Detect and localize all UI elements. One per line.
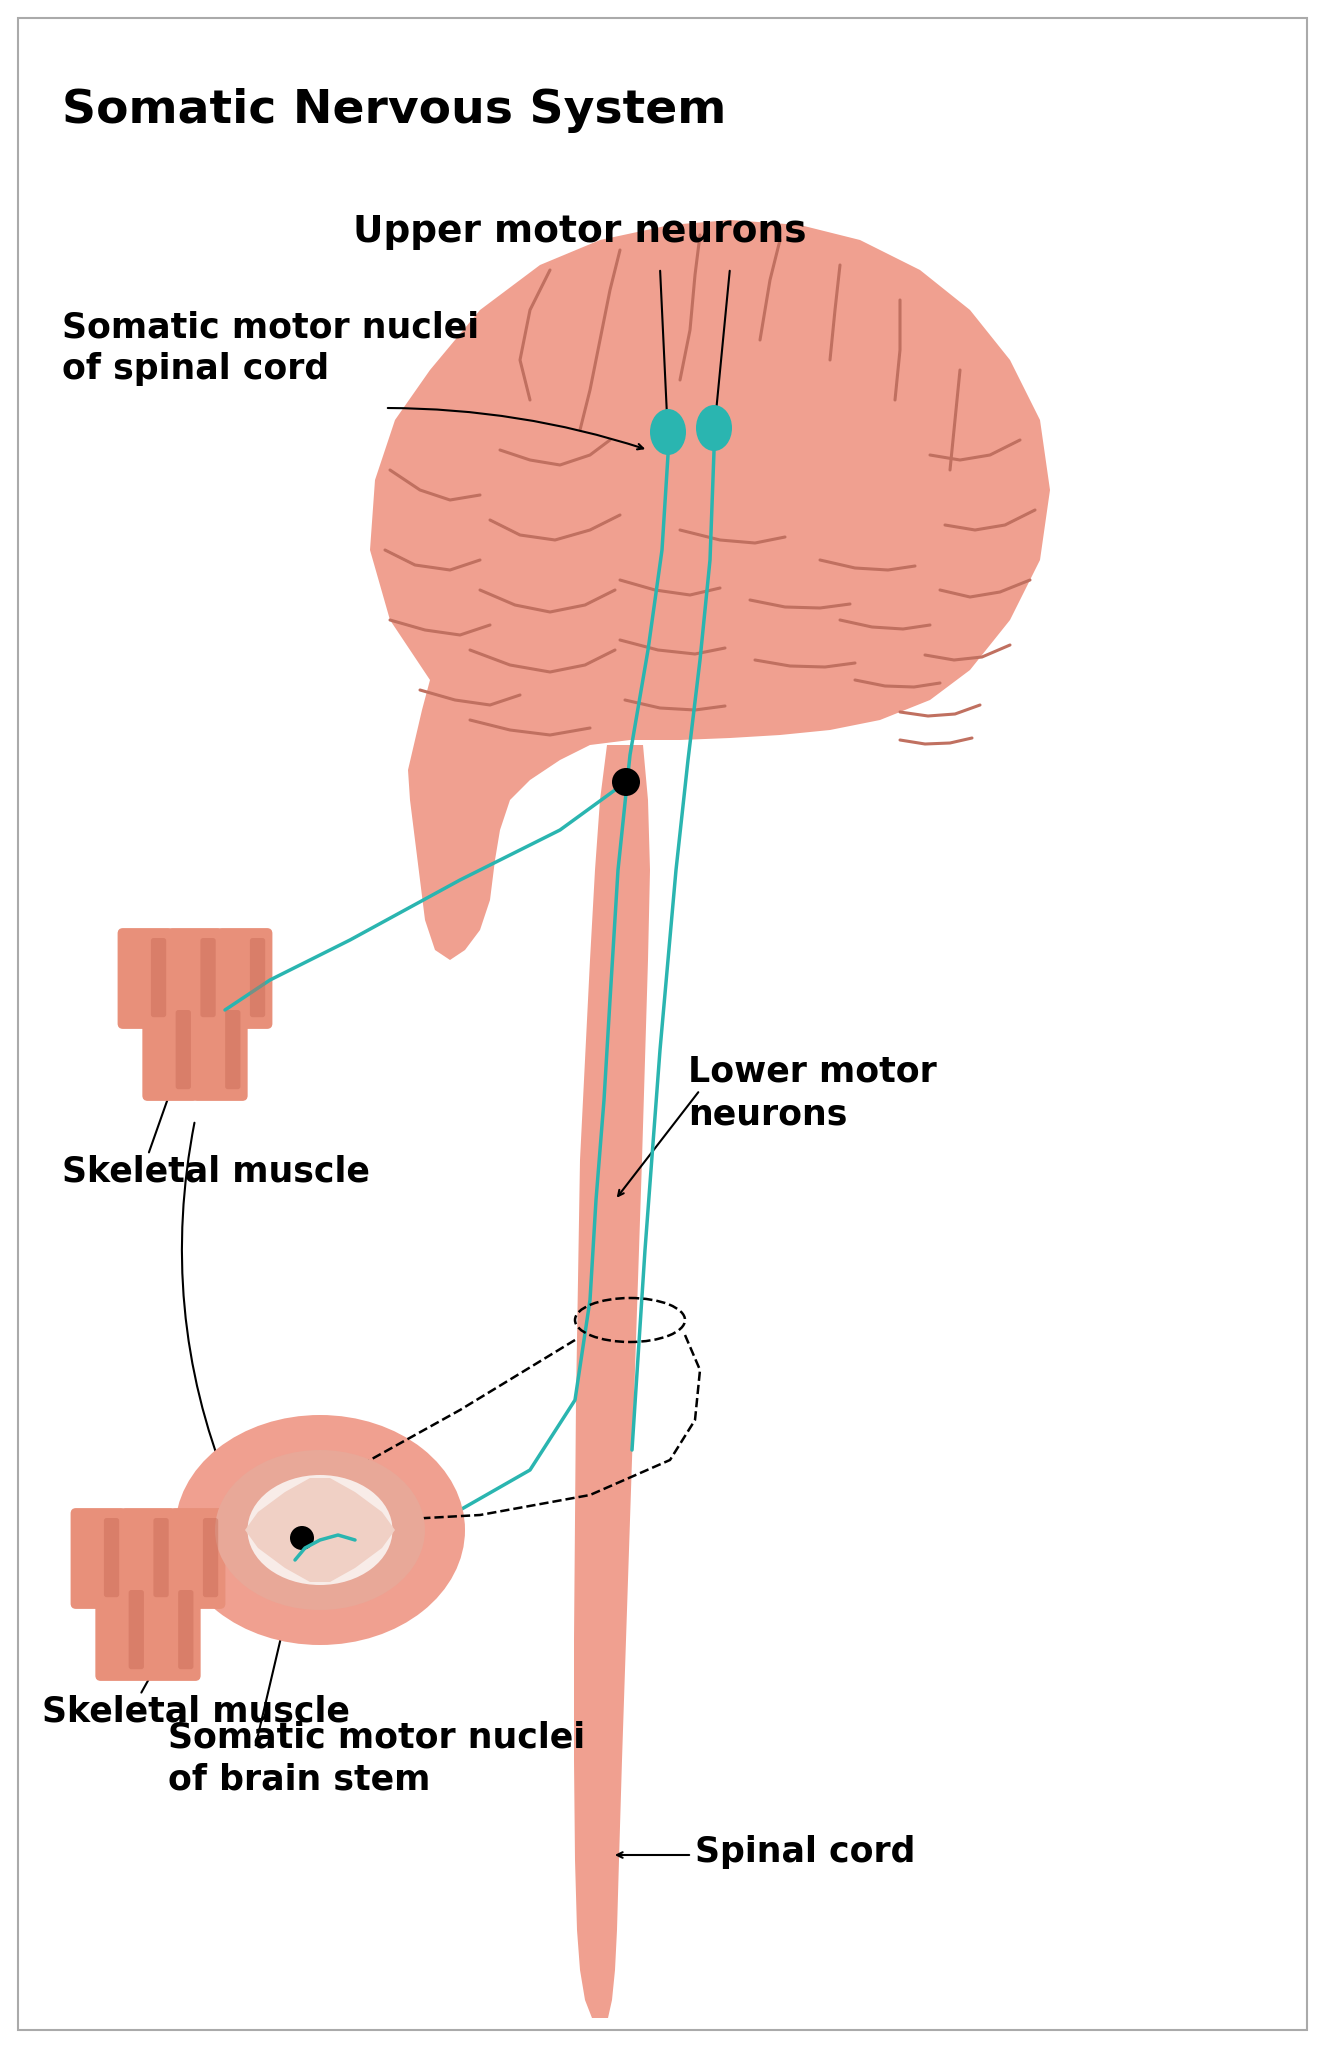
Ellipse shape	[612, 768, 640, 797]
FancyBboxPatch shape	[200, 938, 216, 1018]
Ellipse shape	[248, 1475, 392, 1585]
Polygon shape	[370, 219, 1049, 961]
Text: Skeletal muscle: Skeletal muscle	[62, 1155, 370, 1190]
Text: Somatic motor nuclei
of brain stem: Somatic motor nuclei of brain stem	[168, 1720, 586, 1796]
Ellipse shape	[215, 1450, 425, 1610]
Text: Upper motor neurons: Upper motor neurons	[354, 213, 807, 250]
Ellipse shape	[175, 1415, 465, 1645]
Text: Lower motor
neurons: Lower motor neurons	[688, 1055, 937, 1130]
FancyBboxPatch shape	[118, 928, 174, 1028]
FancyBboxPatch shape	[250, 938, 265, 1018]
FancyBboxPatch shape	[144, 1581, 200, 1681]
Text: Spinal cord: Spinal cord	[696, 1835, 916, 1870]
Ellipse shape	[696, 406, 731, 451]
FancyBboxPatch shape	[154, 1518, 168, 1597]
Ellipse shape	[290, 1526, 314, 1550]
FancyBboxPatch shape	[121, 1507, 176, 1610]
Ellipse shape	[651, 410, 686, 455]
FancyBboxPatch shape	[103, 1518, 119, 1597]
FancyBboxPatch shape	[70, 1507, 126, 1610]
Polygon shape	[574, 745, 651, 2017]
FancyBboxPatch shape	[170, 1507, 225, 1610]
FancyBboxPatch shape	[203, 1518, 219, 1597]
FancyBboxPatch shape	[216, 928, 273, 1028]
Text: Somatic Nervous System: Somatic Nervous System	[62, 88, 726, 133]
Polygon shape	[245, 1479, 395, 1581]
Text: Skeletal muscle: Skeletal muscle	[42, 1696, 350, 1729]
FancyBboxPatch shape	[95, 1581, 151, 1681]
FancyBboxPatch shape	[167, 928, 223, 1028]
FancyBboxPatch shape	[151, 938, 166, 1018]
Text: Somatic motor nuclei
of spinal cord: Somatic motor nuclei of spinal cord	[62, 309, 480, 387]
FancyBboxPatch shape	[129, 1589, 144, 1669]
FancyBboxPatch shape	[142, 999, 199, 1102]
FancyBboxPatch shape	[178, 1589, 193, 1669]
FancyBboxPatch shape	[225, 1010, 240, 1090]
FancyBboxPatch shape	[176, 1010, 191, 1090]
FancyBboxPatch shape	[192, 999, 248, 1102]
